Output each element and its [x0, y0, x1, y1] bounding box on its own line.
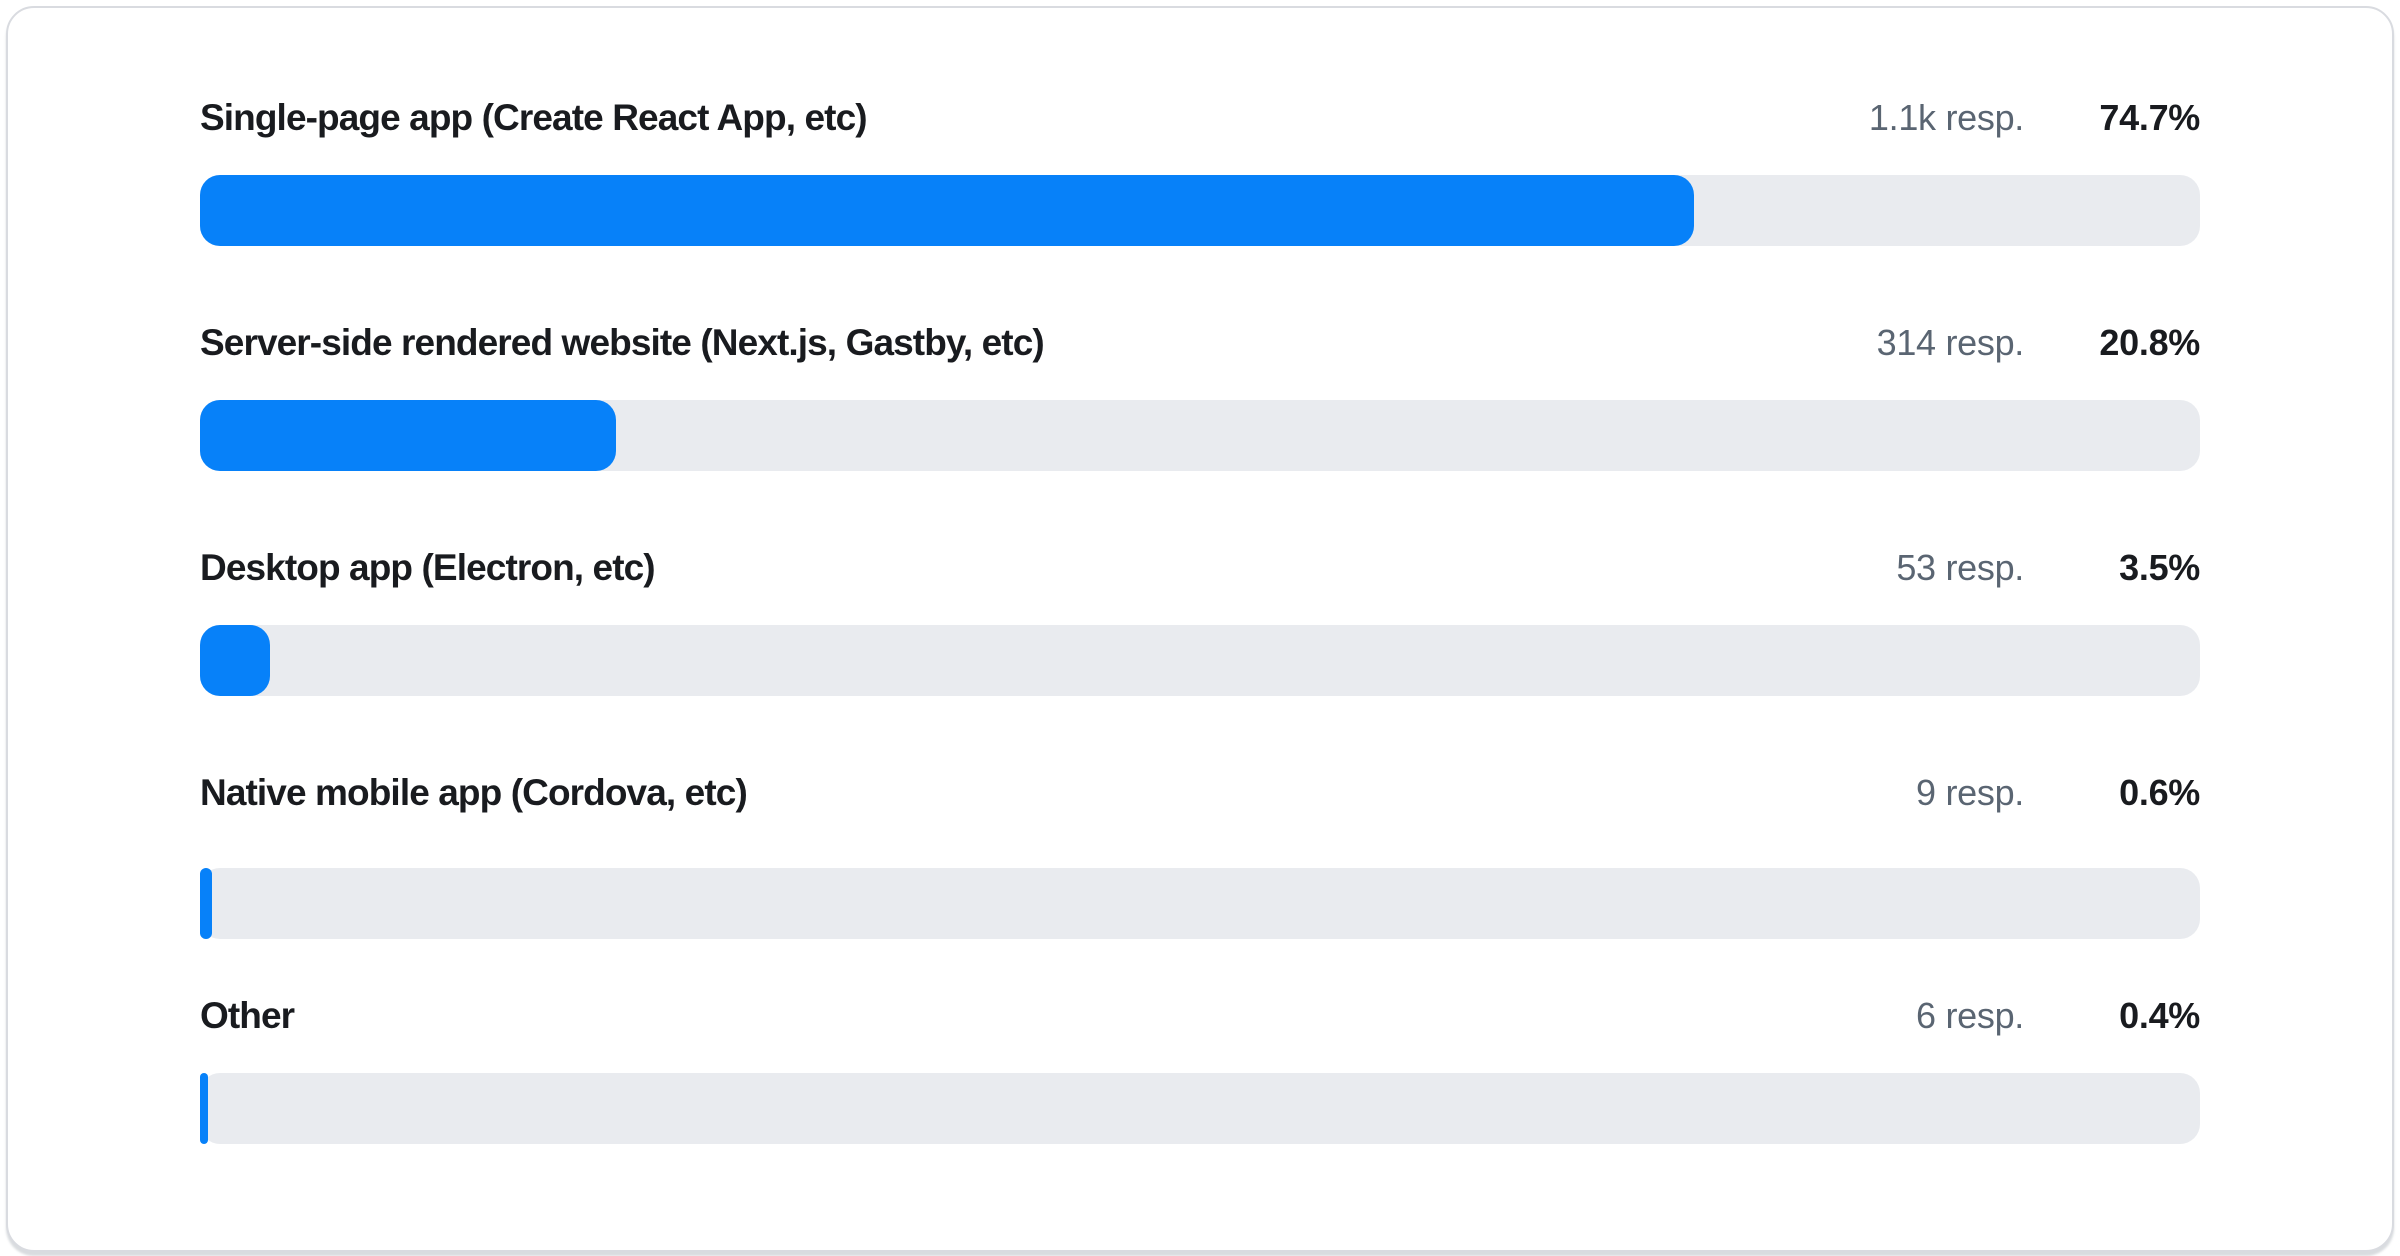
row-header: Native mobile app (Cordova, etc) 9 resp.… — [200, 760, 2200, 826]
row-values: 53 resp. 3.5% — [1896, 535, 2200, 601]
row-header: Single-page app (Create React App, etc) … — [200, 85, 2200, 151]
bar-track — [200, 400, 2200, 471]
response-count: 6 resp. — [1916, 995, 2024, 1036]
chart-row-other: Other 6 resp. 0.4% — [200, 983, 2200, 1144]
bar-track — [200, 868, 2200, 939]
bar-track — [200, 1073, 2200, 1144]
option-label: Server-side rendered website (Next.js, G… — [200, 322, 1045, 363]
bar-fill — [200, 1073, 208, 1144]
bar-fill — [200, 175, 1694, 246]
chart-row-server-side-rendered: Server-side rendered website (Next.js, G… — [200, 310, 2200, 471]
response-count: 1.1k resp. — [1868, 97, 2024, 138]
row-header: Server-side rendered website (Next.js, G… — [200, 310, 2200, 376]
option-label: Desktop app (Electron, etc) — [200, 547, 656, 588]
response-count: 9 resp. — [1916, 772, 2024, 813]
percentage-value: 74.7% — [2099, 97, 2200, 138]
percentage-value: 3.5% — [2119, 547, 2200, 588]
response-count: 53 resp. — [1896, 547, 2024, 588]
percentage-value: 20.8% — [2099, 322, 2200, 363]
bar-track — [200, 175, 2200, 246]
chart-row-native-mobile-app: Native mobile app (Cordova, etc) 9 resp.… — [200, 760, 2200, 939]
row-values: 6 resp. 0.4% — [1916, 983, 2200, 1049]
percentage-value: 0.4% — [2119, 995, 2200, 1036]
bar-fill — [200, 400, 616, 471]
bar-fill — [200, 625, 270, 696]
percentage-value: 0.6% — [2119, 772, 2200, 813]
option-label: Single-page app (Create React App, etc) — [200, 97, 868, 138]
row-values: 1.1k resp. 74.7% — [1869, 85, 2200, 151]
row-values: 314 resp. 20.8% — [1876, 310, 2201, 376]
bar-chart: Single-page app (Create React App, etc) … — [8, 8, 2392, 1144]
bar-fill — [200, 868, 212, 939]
option-label: Other — [200, 995, 295, 1036]
chart-row-single-page-app: Single-page app (Create React App, etc) … — [200, 85, 2200, 246]
chart-row-desktop-app: Desktop app (Electron, etc) 53 resp. 3.5… — [200, 535, 2200, 696]
row-values: 9 resp. 0.6% — [1916, 760, 2200, 826]
row-header: Desktop app (Electron, etc) 53 resp. 3.5… — [200, 535, 2200, 601]
survey-results-card: Single-page app (Create React App, etc) … — [6, 6, 2394, 1252]
option-label: Native mobile app (Cordova, etc) — [200, 772, 748, 813]
response-count: 314 resp. — [1876, 322, 2025, 363]
row-header: Other 6 resp. 0.4% — [200, 983, 2200, 1049]
bar-track — [200, 625, 2200, 696]
